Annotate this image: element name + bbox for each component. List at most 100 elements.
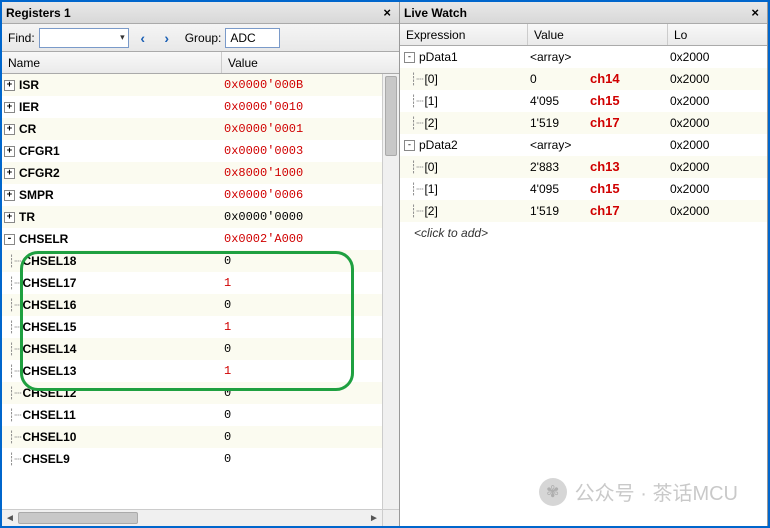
register-row[interactable]: +SMPR0x0000'0006 bbox=[2, 184, 382, 206]
group-label: Group: bbox=[185, 31, 222, 45]
close-icon[interactable]: × bbox=[379, 5, 395, 20]
watch-value: 1'519 bbox=[528, 112, 668, 134]
registers-title: Registers 1 bbox=[6, 6, 71, 20]
tree-line-icon: ┊┈ bbox=[410, 182, 422, 196]
expand-icon[interactable]: + bbox=[4, 124, 15, 135]
chevron-down-icon[interactable]: ▾ bbox=[117, 32, 128, 43]
find-input[interactable]: ▾ bbox=[39, 28, 129, 48]
watch-location: 0x2000 bbox=[668, 134, 767, 156]
col-value[interactable]: Value bbox=[528, 24, 668, 45]
expand-icon[interactable]: + bbox=[4, 80, 15, 91]
prev-button[interactable]: ‹ bbox=[133, 28, 153, 48]
watch-row[interactable]: ┊┈ [1]4'0950x2000ch15 bbox=[400, 90, 767, 112]
watch-row[interactable]: ┊┈ [0]00x2000ch14 bbox=[400, 68, 767, 90]
next-button[interactable]: › bbox=[157, 28, 177, 48]
register-value: 0x0000'0001 bbox=[222, 118, 382, 140]
registers-toolbar: Find: ▾ ‹ › Group: ADC bbox=[2, 24, 399, 52]
group-select[interactable]: ADC bbox=[225, 28, 280, 48]
watch-expression-cell: ┊┈ [0] bbox=[400, 68, 528, 90]
watch-row[interactable]: ┊┈ [2]1'5190x2000ch17 bbox=[400, 112, 767, 134]
register-row[interactable]: ┊┈CHSEL140 bbox=[2, 338, 382, 360]
watch-row[interactable]: ┊┈ [0]2'8830x2000ch13 bbox=[400, 156, 767, 178]
register-name: CHSEL15 bbox=[22, 320, 76, 334]
watch-value: 0 bbox=[528, 68, 668, 90]
register-row[interactable]: +ISR0x0000'000B bbox=[2, 74, 382, 96]
find-label: Find: bbox=[8, 31, 35, 45]
watch-expression: [0] bbox=[424, 72, 437, 86]
register-value: 0x0000'0010 bbox=[222, 96, 382, 118]
register-name: CHSEL16 bbox=[22, 298, 76, 312]
register-name: CR bbox=[19, 122, 36, 136]
livewatch-titlebar[interactable]: Live Watch × bbox=[400, 2, 767, 24]
col-value[interactable]: Value bbox=[222, 52, 399, 73]
expand-icon[interactable]: + bbox=[4, 190, 15, 201]
livewatch-body: - pData1<array>0x2000┊┈ [0]00x2000ch14┊┈… bbox=[400, 46, 767, 526]
register-name-cell: ┊┈CHSEL13 bbox=[2, 360, 222, 382]
register-row[interactable]: ┊┈CHSEL100 bbox=[2, 426, 382, 448]
group-value: ADC bbox=[230, 31, 255, 45]
register-row[interactable]: + IER 0x0000'0010 bbox=[2, 96, 382, 118]
register-row[interactable]: ┊┈CHSEL120 bbox=[2, 382, 382, 404]
register-name-cell: ┊┈CHSEL10 bbox=[2, 426, 222, 448]
register-row[interactable]: ┊┈CHSEL131 bbox=[2, 360, 382, 382]
register-row[interactable]: -CHSELR0x0002'A000 bbox=[2, 228, 382, 250]
expand-icon[interactable]: + bbox=[4, 168, 15, 179]
watch-row[interactable]: - pData2<array>0x2000 bbox=[400, 134, 767, 156]
watch-location: 0x2000 bbox=[668, 178, 767, 200]
horizontal-scrollbar[interactable]: ◄ ► bbox=[2, 509, 399, 526]
scroll-thumb[interactable] bbox=[385, 76, 397, 156]
register-name: TR bbox=[19, 210, 35, 224]
watch-expression-cell: ┊┈ [0] bbox=[400, 156, 528, 178]
scroll-right-icon[interactable]: ► bbox=[366, 513, 382, 524]
collapse-icon[interactable]: - bbox=[4, 234, 15, 245]
register-row[interactable]: +CFGR20x8000'1000 bbox=[2, 162, 382, 184]
register-value: 0x8000'1000 bbox=[222, 162, 382, 184]
vertical-scrollbar[interactable] bbox=[382, 74, 399, 509]
register-name-cell: ┊┈CHSEL15 bbox=[2, 316, 222, 338]
register-name: CHSEL9 bbox=[22, 452, 69, 466]
watch-row[interactable]: - pData1<array>0x2000 bbox=[400, 46, 767, 68]
watch-location: 0x2000 bbox=[668, 156, 767, 178]
tree-line-icon: ┊┈ bbox=[8, 254, 20, 268]
register-name-cell: + CR bbox=[2, 118, 222, 140]
register-row[interactable]: ┊┈CHSEL90 bbox=[2, 448, 382, 470]
register-name: CFGR1 bbox=[19, 144, 60, 158]
watch-row[interactable]: ┊┈ [1]4'0950x2000ch15 bbox=[400, 178, 767, 200]
register-row[interactable]: ┊┈CHSEL160 bbox=[2, 294, 382, 316]
register-value: 0x0000'0000 bbox=[222, 206, 382, 228]
close-icon[interactable]: × bbox=[747, 5, 763, 20]
register-name-cell: +SMPR bbox=[2, 184, 222, 206]
expand-icon[interactable]: + bbox=[4, 102, 15, 113]
register-name: CHSELR bbox=[19, 232, 68, 246]
add-watch-row[interactable]: <click to add> bbox=[400, 222, 767, 244]
register-row[interactable]: ┊┈CHSEL110 bbox=[2, 404, 382, 426]
register-name-cell: ┊┈CHSEL18 bbox=[2, 250, 222, 272]
col-location[interactable]: Lo bbox=[668, 24, 767, 45]
tree-line-icon: ┊┈ bbox=[8, 364, 20, 378]
watch-expression: [2] bbox=[424, 116, 437, 130]
col-name[interactable]: Name bbox=[2, 52, 222, 73]
expand-icon[interactable]: + bbox=[4, 212, 15, 223]
scroll-left-icon[interactable]: ◄ bbox=[2, 513, 18, 524]
register-row[interactable]: ┊┈CHSEL180 bbox=[2, 250, 382, 272]
watch-expression-cell: ┊┈ [2] bbox=[400, 200, 528, 222]
collapse-icon[interactable]: - bbox=[404, 140, 415, 151]
watch-location: 0x2000 bbox=[668, 46, 767, 68]
hscroll-thumb[interactable] bbox=[18, 512, 138, 524]
col-expression[interactable]: Expression bbox=[400, 24, 528, 45]
register-row[interactable]: + CR 0x0000'0001 bbox=[2, 118, 382, 140]
livewatch-title: Live Watch bbox=[404, 6, 467, 20]
register-name: IER bbox=[19, 100, 39, 114]
register-row[interactable]: ┊┈CHSEL151 bbox=[2, 316, 382, 338]
register-name-cell: ┊┈CHSEL12 bbox=[2, 382, 222, 404]
register-row[interactable]: +CFGR10x0000'0003 bbox=[2, 140, 382, 162]
register-row[interactable]: + TR 0x0000'0000 bbox=[2, 206, 382, 228]
watch-row[interactable]: ┊┈ [2]1'5190x2000ch17 bbox=[400, 200, 767, 222]
watch-expression: pData1 bbox=[419, 50, 458, 64]
registers-titlebar[interactable]: Registers 1 × bbox=[2, 2, 399, 24]
register-name-cell: -CHSELR bbox=[2, 228, 222, 250]
collapse-icon[interactable]: - bbox=[404, 52, 415, 63]
expand-icon[interactable]: + bbox=[4, 146, 15, 157]
watch-location: 0x2000 bbox=[668, 200, 767, 222]
register-row[interactable]: ┊┈CHSEL171 bbox=[2, 272, 382, 294]
